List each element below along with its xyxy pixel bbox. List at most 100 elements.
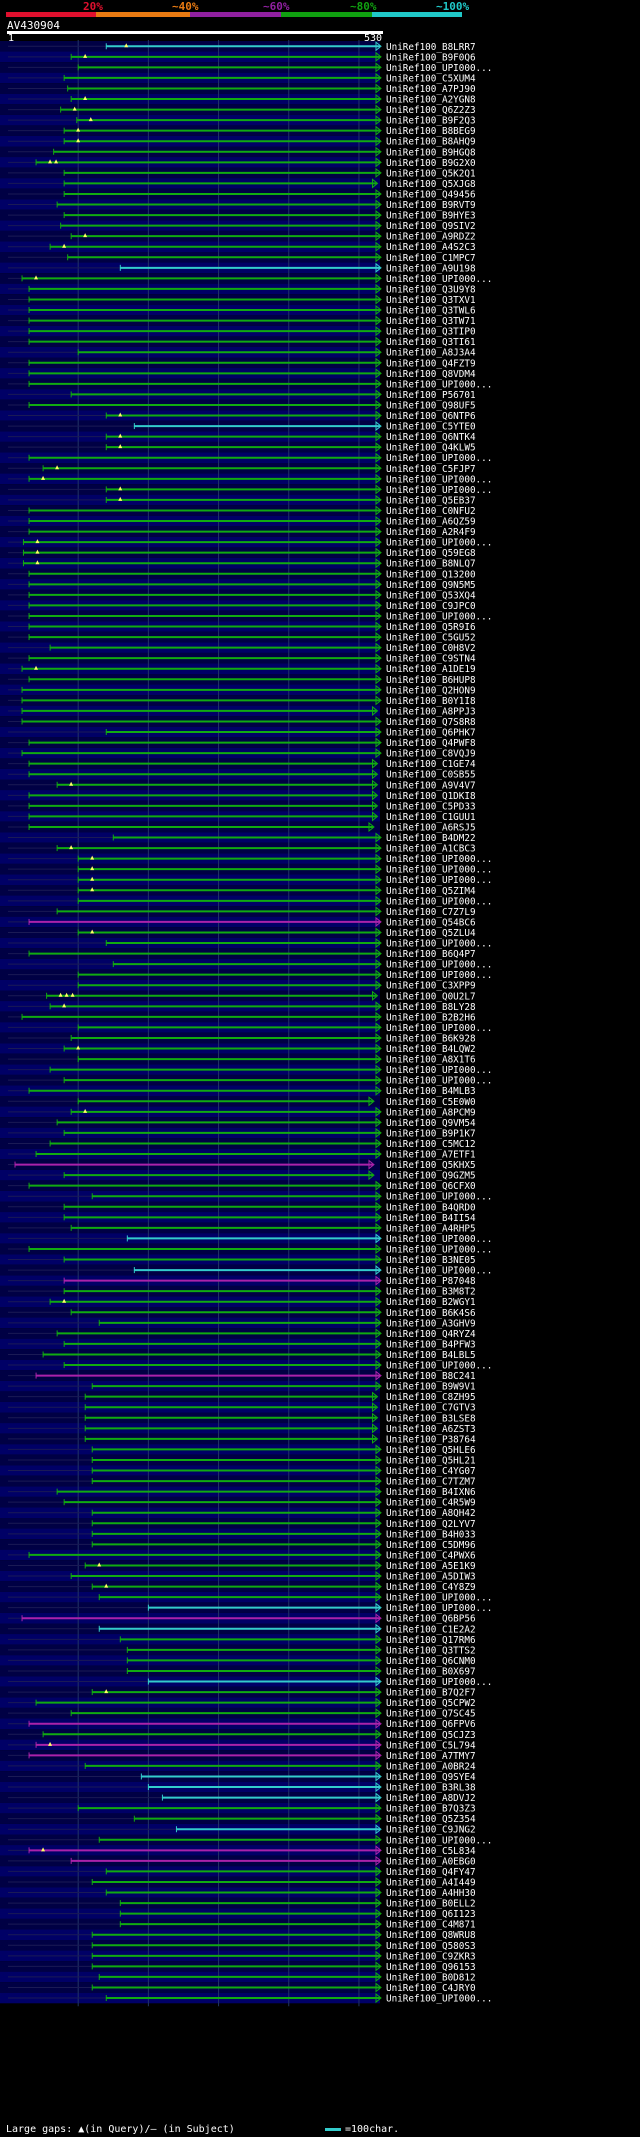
legend-label-60: ~60% xyxy=(263,0,290,13)
hit-end-arrow xyxy=(375,537,382,548)
hit-end-arrow xyxy=(375,916,382,927)
hit-end-arrow xyxy=(375,252,382,263)
hit-end-arrow xyxy=(375,304,382,316)
hit-label: UniRef100_Q3TTS2 xyxy=(386,1645,476,1656)
hit-end-arrow xyxy=(375,378,382,389)
hit-end-arrow xyxy=(368,1096,375,1107)
hit-label: UniRef100_UPI000... xyxy=(386,1835,492,1846)
hit-label: UniRef100_B9HYE3 xyxy=(386,211,476,222)
hit-label: UniRef100_Q59EG8 xyxy=(386,548,476,559)
hit-label: UniRef100_Q6I123 xyxy=(386,1909,476,1920)
gap-marker xyxy=(104,1583,109,1588)
hit-end-arrow xyxy=(375,653,382,664)
hit-end-arrow xyxy=(375,157,382,168)
hit-end-arrow xyxy=(375,1982,382,1993)
hit-label: UniRef100_Q5R9I6 xyxy=(386,622,476,633)
legend-label-40: ~40% xyxy=(172,0,199,13)
hit-label: UniRef100_A4HH30 xyxy=(386,1888,476,1899)
hit-end-arrow xyxy=(375,1908,382,1919)
hit-label: UniRef100_C8ZH95 xyxy=(386,1392,476,1403)
hit-label: UniRef100_UPI000... xyxy=(386,474,492,485)
hit-label: UniRef100_A9RDZ2 xyxy=(386,232,476,243)
hit-end-arrow xyxy=(375,1011,382,1022)
hit-label: UniRef100_C5PD33 xyxy=(386,801,476,812)
hit-end-arrow xyxy=(375,684,382,695)
hit-end-arrow xyxy=(375,948,382,959)
hit-label: UniRef100_Q6Z2Z3 xyxy=(386,105,476,116)
hit-label: UniRef100_UPI000... xyxy=(386,1023,492,1034)
hit-end-arrow xyxy=(375,1180,382,1191)
hit-label: UniRef100_B3LSE8 xyxy=(386,1413,476,1424)
hit-label: UniRef100_C1E2A2 xyxy=(386,1624,476,1635)
hit-label: UniRef100_Q98UF5 xyxy=(386,400,476,411)
hit-label: UniRef100_C5YTE0 xyxy=(386,422,476,433)
hit-end-arrow xyxy=(375,1486,382,1497)
hit-end-arrow xyxy=(375,1950,382,1961)
hit-label: UniRef100_A4RHP5 xyxy=(386,1223,476,1234)
hit-end-arrow xyxy=(375,1381,382,1392)
hit-end-arrow xyxy=(375,262,382,273)
hit-end-arrow xyxy=(375,1708,382,1719)
gap-marker xyxy=(76,127,81,132)
hit-label: UniRef100_B9F0Q6 xyxy=(386,52,476,63)
legend-bar-100 xyxy=(372,12,462,17)
hit-label: UniRef100_A8DVJ2 xyxy=(386,1793,476,1804)
gap-marker xyxy=(124,43,129,48)
hit-end-arrow xyxy=(375,1243,382,1255)
hit-label: UniRef100_B6K928 xyxy=(386,1033,476,1044)
hit-label: UniRef100_Q8VDM4 xyxy=(386,369,476,380)
hit-label: UniRef100_C5L834 xyxy=(386,1846,476,1857)
hit-end-arrow xyxy=(375,347,382,358)
hit-label: UniRef100_C5MC12 xyxy=(386,1139,476,1150)
hit-end-arrow xyxy=(375,1750,382,1761)
hit-end-arrow xyxy=(375,1444,382,1455)
hit-label: UniRef100_Q5K2Q1 xyxy=(386,168,476,179)
hit-end-arrow xyxy=(375,1359,382,1371)
hit-end-arrow xyxy=(375,1085,382,1096)
hit-end-arrow xyxy=(375,1549,382,1560)
hit-label: UniRef100_B4QRD0 xyxy=(386,1202,476,1213)
hit-label: UniRef100_B4LBL5 xyxy=(386,1350,476,1361)
hit-end-arrow xyxy=(375,1781,382,1793)
hit-end-arrow xyxy=(375,558,382,569)
hit-end-arrow xyxy=(375,895,382,906)
hit-label: UniRef100_A2R4F9 xyxy=(386,527,476,538)
hit-end-arrow xyxy=(375,1676,382,1687)
gap-marker xyxy=(70,992,75,997)
hit-label: UniRef100_UPI000... xyxy=(386,1076,492,1087)
gap-marker xyxy=(76,1045,81,1050)
hit-end-arrow xyxy=(375,610,382,622)
hit-end-arrow xyxy=(375,1201,382,1212)
hit-label: UniRef100_A6QZ59 xyxy=(386,517,476,528)
hit-end-arrow xyxy=(368,821,375,833)
hit-end-arrow xyxy=(375,72,382,83)
legend-bar-40 xyxy=(96,12,190,17)
hit-end-arrow xyxy=(375,505,382,516)
hit-end-arrow xyxy=(375,199,382,210)
hit-label: UniRef100_A0BR24 xyxy=(386,1761,476,1772)
gap-marker xyxy=(83,233,88,238)
hit-end-arrow xyxy=(375,1233,382,1244)
gap-marker xyxy=(62,1003,67,1008)
hit-label: UniRef100_UPI000... xyxy=(386,896,492,907)
hit-end-arrow xyxy=(375,1592,382,1603)
hit-end-arrow xyxy=(375,1275,382,1286)
hit-label: UniRef100_UPI000... xyxy=(386,379,492,390)
hit-label: UniRef100_Q6CFX0 xyxy=(386,1181,476,1192)
hit-end-arrow xyxy=(375,146,382,157)
query-bar xyxy=(7,31,383,34)
hit-end-arrow xyxy=(375,83,382,94)
hit-end-arrow xyxy=(375,1518,382,1529)
hit-label: UniRef100_UPI000... xyxy=(386,485,492,496)
hit-label: UniRef100_Q54BC6 xyxy=(386,917,476,928)
hit-end-arrow xyxy=(375,1602,382,1613)
hit-end-arrow xyxy=(371,1402,379,1413)
hit-label: UniRef100_Q4FY47 xyxy=(386,1867,476,1878)
hit-label: UniRef100_Q5Z354 xyxy=(386,1814,476,1825)
hit-end-arrow xyxy=(375,1655,382,1666)
hit-label: UniRef100_B9G2X0 xyxy=(386,158,476,169)
hit-label: UniRef100_C9JNG2 xyxy=(386,1825,476,1836)
hit-end-arrow xyxy=(375,1454,382,1466)
hit-label: UniRef100_B7Q3Z3 xyxy=(386,1804,476,1815)
hit-end-arrow xyxy=(375,431,382,442)
